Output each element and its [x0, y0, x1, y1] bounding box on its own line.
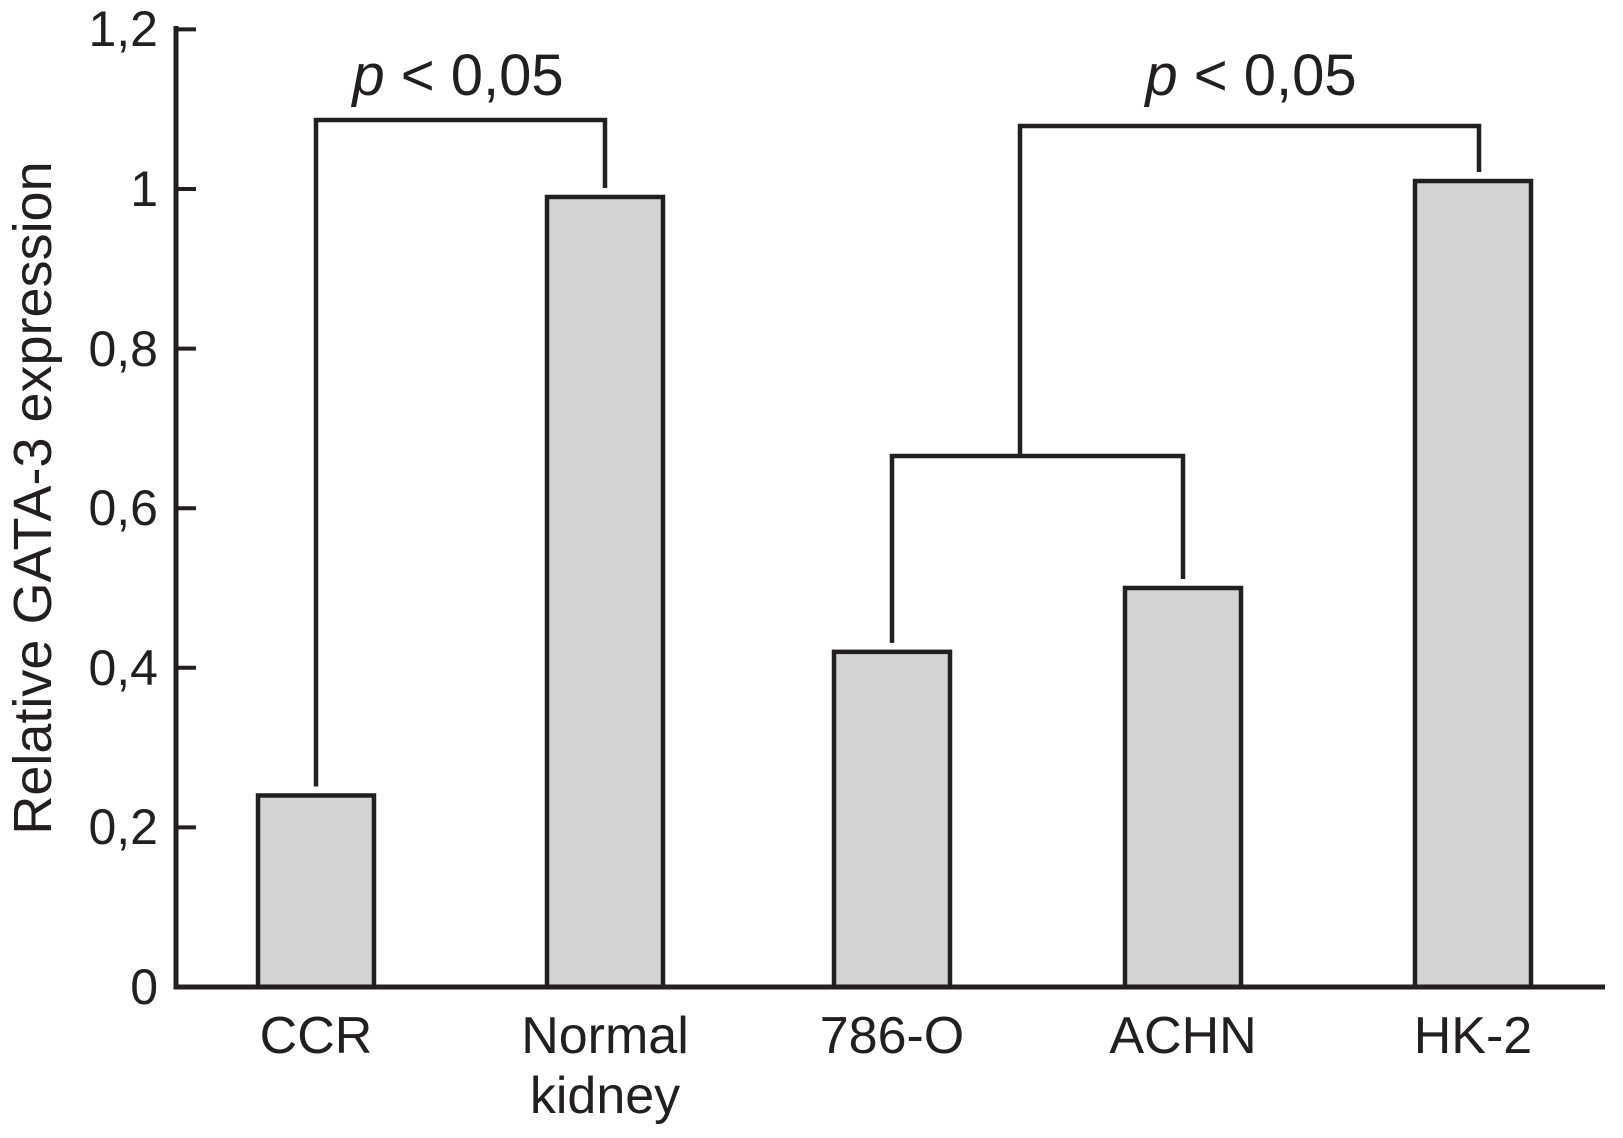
bar-hk-2	[1412, 178, 1534, 990]
bar-achn	[1122, 585, 1244, 990]
y-tick-label: 0,6	[88, 480, 158, 537]
significance-bracket-left	[313, 117, 608, 787]
significance-bracket-right-inner	[889, 453, 1186, 643]
y-tick-label: 0,8	[88, 320, 158, 377]
bar-786-o	[831, 649, 953, 990]
x-tick-label-achn: ACHN	[1109, 1007, 1257, 1065]
bar-ccr	[255, 793, 377, 990]
axis-lines	[173, 26, 1605, 990]
x-tick-label-ccr: CCR	[259, 1007, 373, 1065]
x-tick-label-786-o: 786-O	[819, 1007, 965, 1065]
y-tick-label: 1,2	[88, 1, 158, 58]
y-tick-label: 0,2	[88, 799, 158, 856]
significance-label-right: p < 0,05	[1145, 43, 1357, 108]
bar-normal-kidney	[544, 194, 666, 990]
y-tick-label: 0,4	[88, 639, 158, 696]
y-tick-label: 1	[130, 161, 158, 217]
x-tick-label-normal-kidney: Normal kidney	[521, 1007, 689, 1125]
x-tick-label-hk-2: HK-2	[1413, 1007, 1533, 1065]
significance-bracket-right-outer	[1017, 123, 1482, 456]
significance-label-left: p < 0,05	[352, 43, 564, 108]
y-tick-label: 0	[130, 959, 158, 1015]
